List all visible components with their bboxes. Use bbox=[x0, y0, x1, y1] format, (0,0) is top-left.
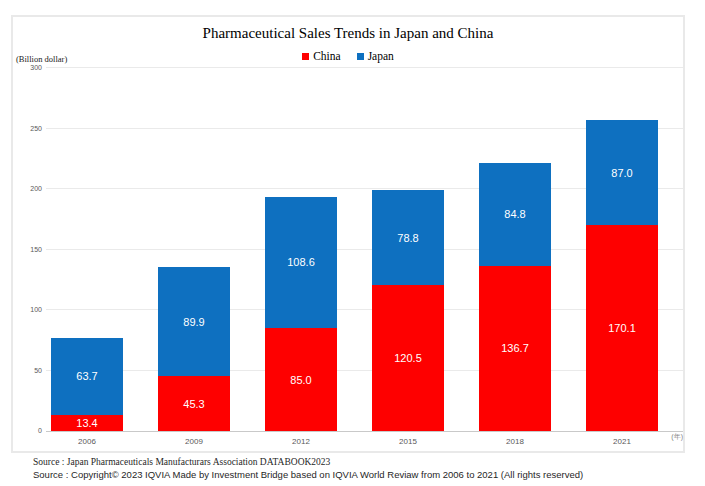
source-notes: Source : Japan Pharmaceuticals Manufactu… bbox=[33, 457, 583, 480]
y-axis-tick-label: 50 bbox=[16, 367, 42, 375]
bar-segment-china-2012: 85.0 bbox=[265, 328, 337, 431]
legend-label-china: China bbox=[313, 50, 340, 62]
bar-segment-japan-2009: 89.9 bbox=[158, 267, 230, 376]
bar-segment-china-2021: 170.1 bbox=[586, 225, 658, 431]
bar-segment-japan-2012: 108.6 bbox=[265, 197, 337, 328]
legend-swatch-japan bbox=[357, 53, 364, 60]
source-line-2: Source : Copyright© 2023 IQVIA Made by I… bbox=[33, 469, 583, 481]
y-axis-tick-label: 150 bbox=[16, 246, 42, 254]
bar-value-label: 84.8 bbox=[504, 208, 525, 220]
bar-value-label: 136.7 bbox=[501, 342, 529, 354]
bar-segment-china-2018: 136.7 bbox=[479, 266, 551, 431]
page: { "chart_data": { "type": "bar", "stacke… bbox=[0, 0, 705, 486]
bar-value-label: 78.8 bbox=[397, 232, 418, 244]
legend-swatch-china bbox=[302, 53, 309, 60]
bar-value-label: 170.1 bbox=[608, 322, 636, 334]
bar-2015: 120.578.82015 bbox=[372, 69, 444, 431]
x-axis-label: 2009 bbox=[158, 437, 230, 446]
bar-value-label: 85.0 bbox=[290, 374, 311, 386]
bar-segment-china-2015: 120.5 bbox=[372, 285, 444, 431]
x-axis-label: 2015 bbox=[372, 437, 444, 446]
y-axis-tick-label: 200 bbox=[16, 185, 42, 193]
chart-area: Pharmaceutical Sales Trends in Japan and… bbox=[11, 15, 685, 453]
bar-segment-china-2009: 45.3 bbox=[158, 376, 230, 431]
source-line-1: Source : Japan Pharmaceuticals Manufactu… bbox=[33, 457, 583, 469]
bar-segment-japan-2018: 84.8 bbox=[479, 163, 551, 266]
gridline bbox=[46, 67, 683, 68]
legend-label-japan: Japan bbox=[368, 50, 394, 62]
bar-value-label: 108.6 bbox=[287, 256, 315, 268]
y-axis-tick-label: 100 bbox=[16, 306, 42, 314]
bar-segment-japan-2015: 78.8 bbox=[372, 190, 444, 285]
legend-item-china: China bbox=[302, 50, 340, 62]
bar-2009: 45.389.92009 bbox=[158, 69, 230, 431]
x-axis-label: 2006 bbox=[51, 437, 123, 446]
y-axis-tick-label: 300 bbox=[16, 64, 42, 72]
y-axis-tick-label: 250 bbox=[16, 125, 42, 133]
y-axis-unit-label: (Billion dollar) bbox=[16, 54, 67, 64]
plot-area: 05010015020025030013.463.7200645.389.920… bbox=[46, 69, 683, 432]
chart-title: Pharmaceutical Sales Trends in Japan and… bbox=[13, 25, 683, 42]
bar-2021: 170.187.02021 bbox=[586, 69, 658, 431]
x-axis-unit-label: (年) bbox=[671, 432, 683, 442]
legend: China Japan bbox=[13, 50, 683, 62]
bar-value-label: 87.0 bbox=[611, 167, 632, 179]
bar-value-label: 13.4 bbox=[76, 417, 97, 429]
bar-value-label: 120.5 bbox=[394, 352, 422, 364]
bar-segment-japan-2006: 63.7 bbox=[51, 338, 123, 415]
x-axis-label: 2021 bbox=[586, 437, 658, 446]
legend-item-japan: Japan bbox=[357, 50, 394, 62]
bar-2018: 136.784.82018 bbox=[479, 69, 551, 431]
bar-2006: 13.463.72006 bbox=[51, 69, 123, 431]
y-axis-tick-label: 0 bbox=[16, 427, 42, 435]
bar-value-label: 63.7 bbox=[76, 370, 97, 382]
bar-segment-china-2006: 13.4 bbox=[51, 415, 123, 431]
x-axis-label: 2012 bbox=[265, 437, 337, 446]
bar-value-label: 45.3 bbox=[183, 398, 204, 410]
bar-value-label: 89.9 bbox=[183, 316, 204, 328]
x-axis-label: 2018 bbox=[479, 437, 551, 446]
bar-2012: 85.0108.62012 bbox=[265, 69, 337, 431]
bar-segment-japan-2021: 87.0 bbox=[586, 120, 658, 225]
